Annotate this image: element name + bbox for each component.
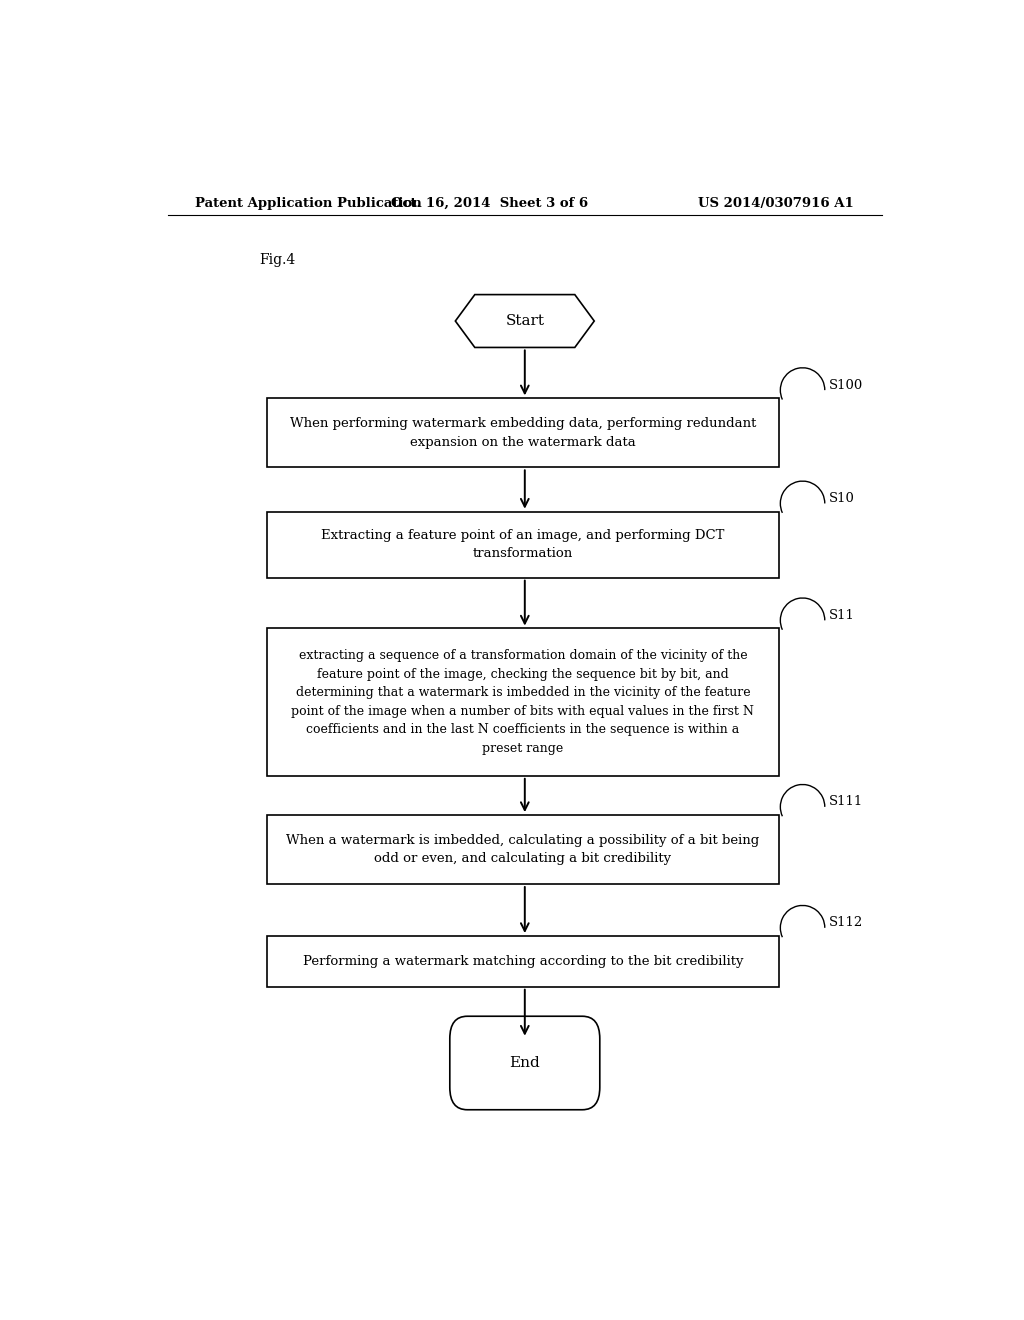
FancyBboxPatch shape (267, 628, 778, 776)
Text: S11: S11 (828, 609, 855, 622)
Text: Performing a watermark matching according to the bit credibility: Performing a watermark matching accordin… (302, 954, 743, 968)
Polygon shape (456, 294, 594, 347)
Text: Extracting a feature point of an image, and performing DCT
transformation: Extracting a feature point of an image, … (322, 529, 725, 561)
Text: S10: S10 (828, 492, 855, 504)
FancyBboxPatch shape (450, 1016, 600, 1110)
Text: When a watermark is imbedded, calculating a possibility of a bit being
odd or ev: When a watermark is imbedded, calculatin… (286, 834, 760, 866)
Text: Oct. 16, 2014  Sheet 3 of 6: Oct. 16, 2014 Sheet 3 of 6 (390, 197, 588, 210)
Text: S100: S100 (828, 379, 863, 392)
Text: S112: S112 (828, 916, 863, 929)
FancyBboxPatch shape (267, 512, 778, 578)
Text: S111: S111 (828, 795, 863, 808)
Text: US 2014/0307916 A1: US 2014/0307916 A1 (698, 197, 854, 210)
Text: Start: Start (505, 314, 545, 329)
Text: End: End (509, 1056, 541, 1071)
Text: Fig.4: Fig.4 (259, 253, 295, 267)
FancyBboxPatch shape (267, 814, 778, 884)
Text: extracting a sequence of a transformation domain of the vicinity of the
feature : extracting a sequence of a transformatio… (292, 649, 755, 755)
Text: When performing watermark embedding data, performing redundant
expansion on the : When performing watermark embedding data… (290, 417, 756, 449)
FancyBboxPatch shape (267, 399, 778, 467)
Text: Patent Application Publication: Patent Application Publication (196, 197, 422, 210)
FancyBboxPatch shape (267, 936, 778, 987)
